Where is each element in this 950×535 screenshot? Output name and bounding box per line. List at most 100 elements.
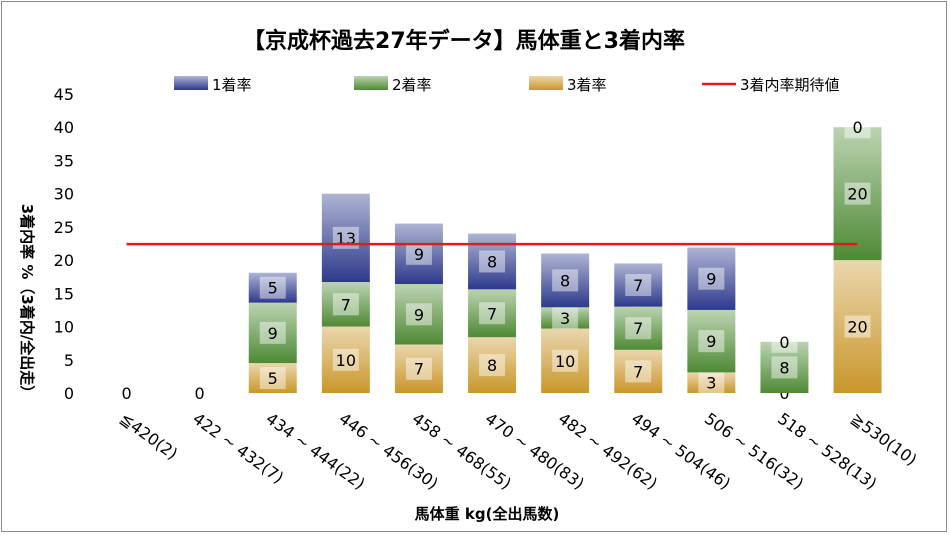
data-label: 3 (560, 309, 570, 328)
data-label-box (479, 354, 506, 377)
data-label: 7 (633, 362, 643, 381)
data-label-box (259, 367, 286, 390)
bar-segment (468, 289, 517, 338)
y-tick-label: 5 (64, 351, 74, 370)
data-label-box (771, 356, 798, 379)
data-label-box (698, 267, 725, 290)
bar-segment (614, 263, 663, 307)
data-label-box (479, 302, 506, 325)
y-tick-label: 40 (54, 118, 74, 137)
data-label-box (405, 357, 432, 380)
bar-segment (833, 260, 882, 393)
data-label-box (259, 321, 286, 344)
bar-segment (321, 282, 370, 327)
data-label-box (844, 182, 871, 205)
data-label: 10 (555, 352, 575, 371)
legend-label: 3着率 (567, 76, 607, 94)
bar-segment (394, 284, 443, 345)
data-label-box (625, 360, 652, 383)
bar-segment (248, 363, 297, 393)
data-label: 8 (487, 252, 497, 271)
legend-swatch (174, 76, 208, 90)
data-label: 0 (121, 384, 131, 403)
data-label-box (771, 330, 798, 353)
y-axis-ticks: 0 5 10 15 20 25 30 35 40 45 (54, 85, 74, 403)
bar-segment (394, 223, 443, 285)
bar-segment (833, 127, 882, 261)
data-label: 0 (779, 333, 789, 352)
bar-segment (541, 307, 590, 329)
data-label-box (405, 242, 432, 265)
data-label-box (332, 348, 359, 371)
data-label-box (552, 306, 579, 329)
data-label: 7 (487, 304, 497, 323)
bar-segment (248, 272, 297, 303)
data-label: 20 (847, 318, 867, 337)
data-label: 5 (268, 279, 278, 298)
y-tick-label: 35 (54, 151, 74, 170)
data-label-box (844, 116, 871, 139)
data-label: 7 (633, 319, 643, 338)
data-label-box (844, 315, 871, 338)
y-axis-title: 3着内率 %（3着内/全出走） (18, 204, 36, 401)
data-label-box (332, 293, 359, 316)
y-tick-label: 10 (54, 318, 74, 337)
bar-segment (687, 372, 736, 393)
legend-label: 2着率 (392, 76, 432, 94)
data-label: 8 (779, 358, 789, 377)
data-label: 9 (414, 245, 424, 264)
data-label: 0 (195, 384, 205, 403)
bar-segment (541, 253, 590, 308)
chart-title: 【京成杯過去27年データ】馬体重と3着内率 (243, 28, 685, 54)
legend-label: 3着内率期待値 (740, 76, 840, 94)
x-axis-title: 馬体重 kg(全出馬数) (415, 505, 560, 523)
data-label-box (552, 269, 579, 292)
y-tick-label: 15 (54, 284, 74, 303)
data-label: 5 (268, 369, 278, 388)
data-label-box (698, 371, 725, 394)
data-label: 7 (633, 276, 643, 295)
bar-segment (321, 193, 370, 283)
data-label: 9 (706, 270, 716, 289)
x-axis-ticks: ≦420(2) 422 ~ 432(7)434 ~ 444(22)446 ~ 45… (116, 409, 920, 493)
bar-segment (541, 328, 590, 393)
data-label: 3 (706, 374, 716, 393)
data-label: 8 (487, 356, 497, 375)
x-tick-label: ≦420(2) (116, 409, 181, 464)
bar-segment (468, 337, 517, 393)
bar-segment (687, 247, 736, 310)
bar-segment (687, 309, 736, 373)
data-label: 7 (414, 360, 424, 379)
bar-segment (614, 306, 663, 350)
bar-segment (760, 341, 809, 393)
bar-segment (394, 344, 443, 393)
data-label: 8 (560, 271, 570, 290)
y-tick-label: 30 (54, 185, 74, 204)
y-tick-label: 45 (54, 85, 74, 104)
data-label-box (625, 317, 652, 340)
legend-swatch (354, 76, 388, 90)
legend-label: 1着率 (212, 76, 252, 94)
legend: 1着率 2着率 3着率 3着内率期待値 (174, 76, 840, 94)
x-tick-label: ≧530(10) (847, 409, 920, 470)
data-label: 0 (852, 118, 862, 137)
data-label: 0 (779, 384, 789, 403)
data-label: 9 (706, 332, 716, 351)
data-label-box (552, 349, 579, 372)
data-label: 9 (414, 305, 424, 324)
bar-segment (468, 233, 517, 290)
bar-segment (614, 349, 663, 393)
data-label: 7 (341, 295, 351, 314)
data-label-box (698, 330, 725, 353)
data-label-box (259, 276, 286, 299)
y-tick-label: 0 (64, 384, 74, 403)
bar-segment (248, 302, 297, 364)
data-label: 9 (268, 324, 278, 343)
data-label: 10 (336, 351, 356, 370)
legend-swatch (529, 76, 563, 90)
y-tick-label: 25 (54, 218, 74, 237)
bar-segment (321, 326, 370, 393)
